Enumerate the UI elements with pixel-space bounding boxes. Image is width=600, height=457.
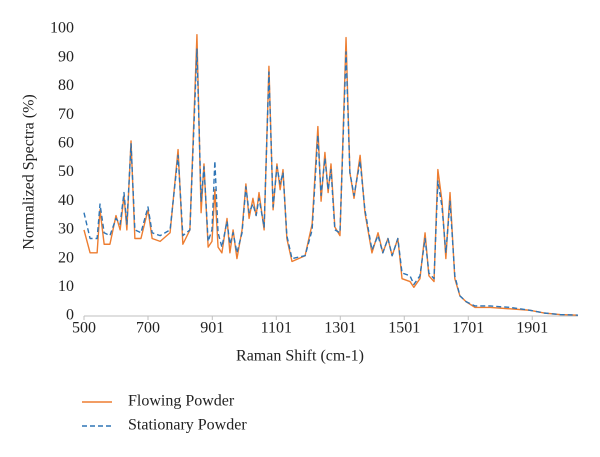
x-tick-label: 901 <box>200 320 224 337</box>
x-tick-label: 700 <box>136 320 160 337</box>
x-tick-label: 1701 <box>452 320 484 337</box>
x-tick-label: 1501 <box>388 320 420 337</box>
x-tick-label: 1901 <box>516 320 548 337</box>
series-line <box>83 34 579 316</box>
y-tick-label: 50 <box>58 163 74 180</box>
legend-label: Stationary Powder <box>128 417 247 434</box>
y-tick-label: 20 <box>58 249 74 266</box>
y-tick-label: 100 <box>50 20 74 37</box>
y-tick-label: 90 <box>58 48 74 65</box>
y-tick-label: 40 <box>58 192 74 209</box>
y-tick-label: 70 <box>58 106 74 123</box>
y-tick-label: 60 <box>58 134 74 151</box>
x-tick-label: 500 <box>72 320 96 337</box>
series-line <box>83 48 579 316</box>
y-tick-label: 80 <box>58 77 74 94</box>
x-tick-label: 1101 <box>261 320 292 337</box>
x-tick-label: 1301 <box>324 320 356 337</box>
y-axis-label: Normalized Spectra (%) <box>21 94 38 249</box>
y-tick-label: 0 <box>66 307 74 324</box>
x-axis-label: Raman Shift (cm-1) <box>236 348 364 365</box>
y-tick-label: 10 <box>58 278 74 295</box>
y-tick-label: 30 <box>58 221 74 238</box>
legend-label: Flowing Powder <box>128 393 235 410</box>
